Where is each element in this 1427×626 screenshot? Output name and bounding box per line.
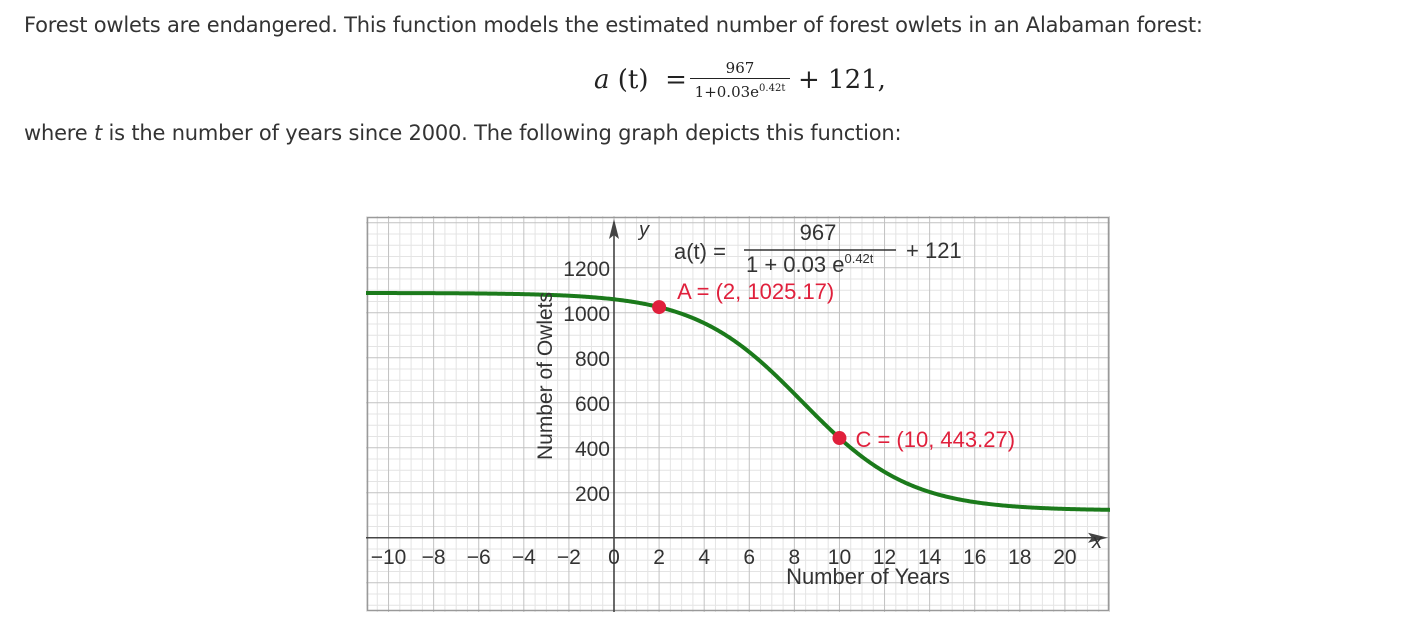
y-tick-label: 1200 [563,258,610,281]
where-variable: t [93,121,103,145]
x-tick-label: 2 [653,546,665,569]
where-rest: is the number of years since 2000. The f… [102,121,902,145]
x-axis-arrow-icon [1088,532,1108,543]
grid-minor [366,216,1110,612]
intro-text: Forest owlets are endangered. This funct… [24,13,1203,37]
annotation-denominator: 1 + 0.03 e0.42t [746,251,874,277]
x-axis-label: Number of Years [786,564,950,589]
x-tick-label: 18 [1008,546,1031,569]
y-tick-label: 800 [575,348,610,371]
y-axis-arrow-icon [609,219,619,239]
y-tick-label: 400 [575,438,610,461]
x-tick-label: 6 [743,546,755,569]
formula-fraction: 967 1+0.03e0.42t [688,58,792,102]
formula-den-exponent: 0.42t [759,83,786,94]
formula-lhs: a (t) = [594,65,687,95]
point-marker [832,431,847,446]
where-prefix: where [24,121,94,145]
x-tick-label: 4 [698,546,710,569]
axes [366,219,1108,612]
point-marker [652,300,667,315]
formula-fraction-bar [690,78,790,79]
x-tick-label: 10 [828,546,851,569]
x-tick-label: −2 [557,546,581,569]
y-tick-label: 1000 [563,303,610,326]
graph-border [366,216,1110,612]
x-tick-label: −8 [422,546,446,569]
x-tick-label: −6 [467,546,491,569]
x-tick-label: 20 [1053,546,1076,569]
x-tick-label: 12 [873,546,896,569]
annotation-den-exponent: 0.42t [844,251,873,266]
y-axis-letter: y [637,219,650,241]
formula-equals: = [665,65,687,95]
curves [366,291,1110,512]
points: A = (2, 1025.17) C = (10, 443.27) [652,279,1015,452]
annotation-lhs: a(t) = [674,239,726,264]
where-text: where t is the number of years since 200… [24,121,902,145]
x-axis-letter: x [1091,531,1103,553]
annotation-numerator: 967 [800,220,837,245]
formula-function-arg: (t) [617,65,649,95]
y-tick-label: 200 [575,483,610,506]
point-label: C = (10, 443.27) [855,427,1015,452]
formula-function-name: a [594,65,610,95]
formula-rhs: + 121, [798,65,886,95]
x-tick-label: 0 [608,546,620,569]
y-tick-label: 600 [575,393,610,416]
function-annotation: a(t) = 967 1 + 0.03 e0.42t + 121 [674,220,962,277]
x-tick-label: 8 [789,546,801,569]
formula-den-base: 1+0.03e [694,83,760,101]
point-label: A = (2, 1025.17) [677,279,834,304]
tick-labels: −10 −8 −6 −4 −2 0 2 4 6 8 10 12 14 16 18 20 200 400 600 800… [371,258,1077,569]
annotation-den-base: 1 + 0.03 e [746,252,844,277]
owlet-graph: −10 −8 −6 −4 −2 0 2 4 6 8 10 12 14 16 18 20 200 400 600 800… [366,216,1110,612]
x-tick-label: −4 [512,546,536,569]
y-axis-label: Number of Owlets [534,292,557,460]
x-tick-label: 14 [918,546,942,569]
formula-numerator: 967 [725,59,755,77]
x-tick-label: −10 [371,546,407,569]
formula-denominator: 1+0.03e0.42t [688,79,792,102]
function-curve [366,291,1110,512]
annotation-rhs: + 121 [906,238,962,263]
x-tick-label: 16 [963,546,986,569]
